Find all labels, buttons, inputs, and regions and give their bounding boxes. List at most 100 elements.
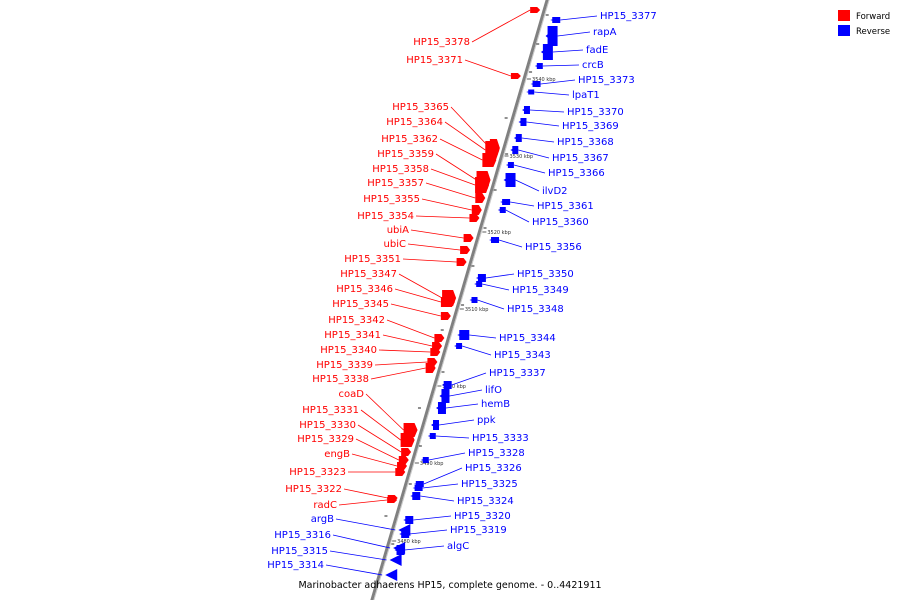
tick-label: 3520 kbp [487, 230, 511, 236]
reverse-gene-leader [335, 518, 396, 531]
forward-gene-leader [355, 438, 399, 461]
reverse-gene-label: HP15_3348 [507, 304, 564, 315]
forward-gene-arrow [400, 433, 415, 447]
forward-gene-leader [390, 303, 441, 317]
forward-gene-label: HP15_3341 [324, 330, 381, 341]
forward-gene-arrow [475, 193, 486, 203]
forward-gene-leader [394, 288, 442, 303]
forward-gene-label: HP15_3331 [302, 405, 359, 416]
reverse-gene-arrow [497, 207, 506, 213]
forward-gene-leader [351, 453, 398, 467]
reverse-gene-label: HP15_3369 [562, 121, 619, 132]
forward-gene-leader [410, 229, 464, 239]
forward-gene-arrow [510, 73, 521, 79]
reverse-gene-leader [515, 179, 540, 192]
reverse-genes: HP15_3377 rapA fadE crcB HP15_3373 lpaT1 HP15_… [267, 11, 657, 581]
genome-caption: Marinobacter adhaerens HP15, complete ge… [298, 580, 601, 591]
reverse-gene-leader [428, 452, 466, 461]
reverse-gene-label: HP15_3366 [548, 168, 605, 179]
reverse-gene-arrow [474, 281, 483, 287]
tick-label: 3490 kbp [420, 461, 444, 467]
reverse-gene-arrow [545, 26, 558, 46]
forward-gene-label: HP15_3357 [367, 178, 424, 189]
reverse-gene-arrow [385, 569, 398, 581]
forward-gene-leader [357, 424, 402, 453]
reverse-gene-leader [557, 31, 591, 37]
forward-genes: HP15_3378 HP15_3371 HP15_3365 HP15_3364 HP15… [285, 7, 549, 545]
forward-gene-leader [402, 258, 457, 263]
forward-gene-arrow [401, 448, 412, 456]
forward-gene-leader [464, 59, 512, 77]
reverse-gene-leader [552, 49, 584, 53]
reverse-gene-arrow [503, 173, 516, 187]
reverse-gene-arrow [530, 81, 541, 87]
forward-gene-arrow [440, 312, 451, 320]
forward-gene-leader [382, 334, 433, 347]
forward-gene-label: HP15_3378 [413, 37, 470, 48]
reverse-gene-leader [404, 545, 445, 551]
reverse-gene-arrow [518, 118, 527, 126]
reverse-gene-leader [469, 334, 497, 339]
forward-gene-label: engB [324, 449, 350, 460]
reverse-gene-arrow [439, 389, 450, 403]
forward-gene-leader [374, 361, 428, 366]
reverse-gene-leader [423, 467, 463, 485]
forward-gene-label: HP15_3345 [332, 299, 389, 310]
forward-gene-label: HP15_3340 [320, 345, 377, 356]
reverse-gene-label: HP15_3368 [557, 137, 614, 148]
forward-gene-arrow [530, 7, 541, 13]
forward-gene-leader [370, 367, 426, 380]
reverse-gene-arrow [457, 330, 470, 340]
reverse-gene-leader [461, 345, 492, 356]
forward-gene-arrow [482, 153, 497, 167]
legend-reverse-label: Reverse [856, 27, 890, 37]
reverse-gene-arrow [510, 146, 519, 154]
forward-gene-leader [365, 393, 404, 431]
reverse-gene-leader [445, 403, 479, 409]
reverse-gene-label: HP15_3377 [600, 11, 657, 22]
tick-label: 3510 kbp [465, 307, 489, 313]
reverse-gene-label: lpaT1 [572, 90, 600, 101]
reverse-gene-leader [560, 15, 598, 21]
reverse-gene-label: HP15_3325 [461, 479, 518, 490]
forward-gene-leader [439, 138, 483, 161]
forward-gene-arrow [475, 177, 490, 193]
forward-gene-label: HP15_3339 [316, 360, 373, 371]
forward-gene-label: HP15_3342 [328, 315, 385, 326]
forward-gene-label: HP15_3354 [357, 211, 414, 222]
genome-backbone [370, 0, 549, 600]
forward-gene-leader [450, 106, 491, 149]
reverse-gene-leader [422, 483, 459, 489]
reverse-gene-leader [498, 239, 523, 248]
reverse-gene-arrow [475, 274, 486, 282]
forward-gene-label: HP15_3371 [406, 55, 463, 66]
reverse-gene-leader [409, 529, 448, 535]
reverse-gene-leader [510, 201, 535, 207]
reverse-gene-arrow [412, 485, 423, 491]
forward-gene-leader [360, 409, 401, 441]
legend: Forward Reverse [838, 10, 890, 37]
forward-gene-arrow [425, 363, 436, 373]
reverse-gene-label: hemB [481, 399, 510, 410]
forward-gene-leader [471, 9, 531, 43]
forward-gene-arrow [460, 246, 471, 254]
reverse-gene-leader [513, 164, 546, 174]
forward-gene-label: HP15_3355 [363, 194, 420, 205]
reverse-gene-arrow [420, 457, 429, 463]
forward-gene-label: HP15_3329 [297, 434, 354, 445]
reverse-gene-arrow [403, 516, 414, 524]
reverse-gene-arrow [526, 89, 535, 95]
reverse-gene-label: lifO [485, 385, 502, 396]
genome-backbone-edge [373, 0, 550, 600]
reverse-gene-arrow [441, 381, 452, 389]
reverse-gene-leader [477, 299, 505, 310]
forward-gene-label: HP15_3351 [344, 254, 401, 265]
reverse-gene-leader [540, 79, 576, 85]
forward-gene-label: HP15_3359 [377, 149, 434, 160]
forward-gene-label: HP15_3330 [299, 420, 356, 431]
reverse-gene-leader [542, 64, 580, 67]
reverse-gene-label: HP15_3370 [567, 107, 624, 118]
reverse-gene-label: HP15_3319 [450, 525, 507, 536]
